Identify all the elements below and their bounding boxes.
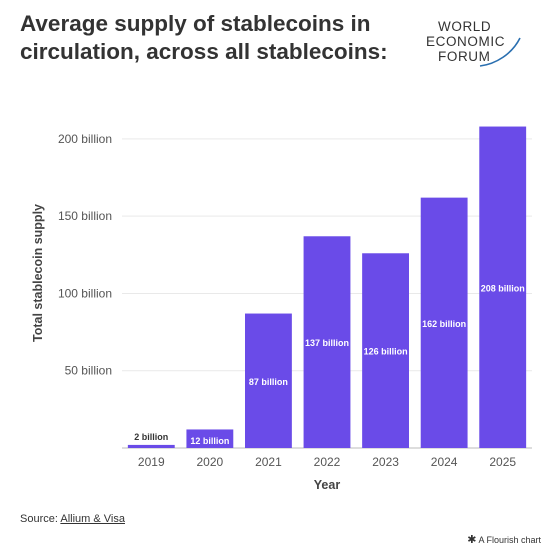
bar-data-label: 2 billion xyxy=(134,432,168,442)
asterisk-icon: ✱ xyxy=(467,534,477,546)
y-tick-label: 50 billion xyxy=(65,364,112,378)
chart-title: Average supply of stablecoins in circula… xyxy=(20,11,388,64)
bar xyxy=(362,253,409,448)
x-axis-title: Year xyxy=(314,478,341,492)
source-prefix: Source: xyxy=(20,513,58,525)
bar xyxy=(303,236,351,448)
x-tick-label: 2020 xyxy=(197,455,224,469)
x-tick-label: 2021 xyxy=(255,455,282,469)
bar-data-label: 162 billion xyxy=(422,319,466,329)
x-tick-label: 2019 xyxy=(138,455,165,469)
y-tick-label: 150 billion xyxy=(58,209,112,223)
bar xyxy=(186,429,234,448)
bar-data-label: 126 billion xyxy=(364,347,408,357)
bar xyxy=(420,197,468,448)
logo-word-2: ECONOMIC xyxy=(426,34,506,49)
source-link[interactable]: Allium & Visa xyxy=(60,513,125,525)
y-tick-label: 100 billion xyxy=(58,286,112,300)
bar-data-label: 12 billion xyxy=(190,436,229,446)
wef-logo-arc xyxy=(479,37,521,67)
x-tick-label: 2022 xyxy=(314,455,341,469)
bar xyxy=(479,126,527,448)
logo-word-1: WORLD xyxy=(438,19,492,34)
logo-word-3: FORUM xyxy=(438,49,491,64)
flourish-credit-text: A Flourish chart xyxy=(478,535,541,545)
source-note: Source: Allium & Visa xyxy=(20,513,125,525)
x-tick-label: 2024 xyxy=(431,455,458,469)
bar xyxy=(245,313,292,448)
labels: 50 billion 100 billion 150 billion 200 bill… xyxy=(31,132,526,492)
y-tick-label: 200 billion xyxy=(58,132,112,146)
x-tick-label: 2023 xyxy=(372,455,399,469)
bar-data-label: 87 billion xyxy=(249,377,288,387)
y-axis-title: Total stablecoin supply xyxy=(31,204,45,342)
bar-data-label: 137 billion xyxy=(305,338,349,348)
flourish-credit[interactable]: ✱ A Flourish chart xyxy=(467,533,541,546)
bars xyxy=(127,126,527,448)
x-tick-label: 2025 xyxy=(489,455,516,469)
wef-logo: WORLD ECONOMIC FORUM xyxy=(424,16,522,80)
bar xyxy=(127,444,175,448)
bar-data-label: 208 billion xyxy=(481,283,525,293)
